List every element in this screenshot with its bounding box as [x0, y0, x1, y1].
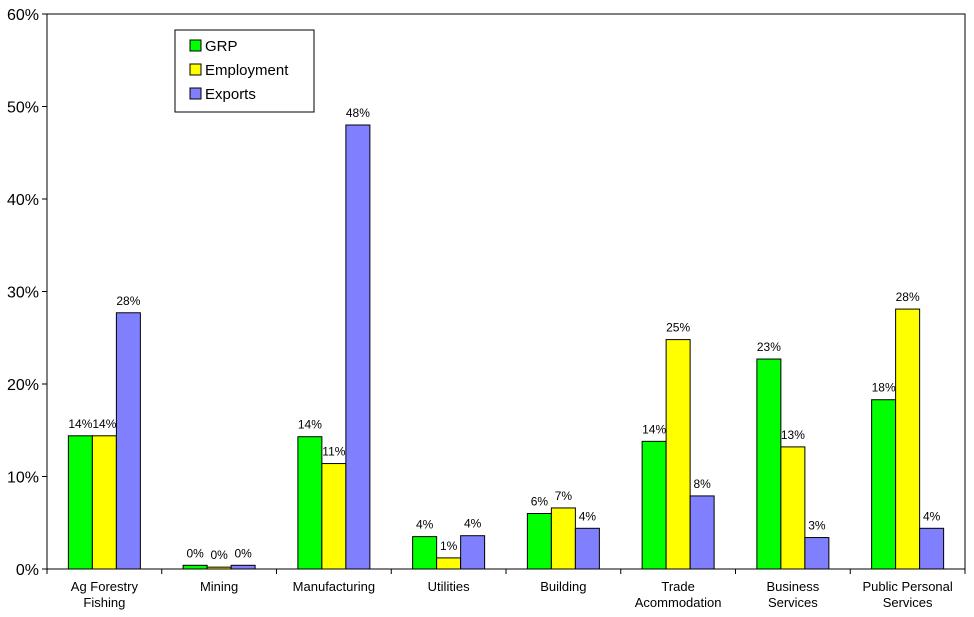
bar-employment [436, 557, 462, 570]
data-label: 7% [555, 489, 573, 503]
data-label: 14% [642, 422, 666, 436]
y-tick-label: 50% [7, 100, 39, 117]
data-label: 0% [210, 548, 228, 562]
data-label: 0% [234, 546, 252, 560]
data-label: 14% [68, 417, 92, 431]
x-tick-label: Manufacturing [293, 579, 375, 594]
chart-bars [67, 124, 945, 570]
data-label: 28% [896, 290, 920, 304]
data-label: 4% [923, 509, 941, 523]
bar-employment [665, 339, 691, 570]
bar-employment [780, 446, 806, 570]
bar-grp [67, 435, 93, 570]
x-tick-label: Public Personal Services [862, 579, 952, 610]
data-label: 0% [186, 546, 204, 560]
bar-grp [412, 536, 438, 570]
data-label: 13% [781, 428, 805, 442]
bar-exports [345, 124, 371, 570]
data-label: 3% [808, 519, 826, 533]
data-label: 6% [531, 495, 549, 509]
data-label: 14% [92, 417, 116, 431]
y-tick-label: 30% [7, 285, 39, 302]
data-label: 23% [757, 340, 781, 354]
bar-exports [115, 312, 141, 570]
data-label: 18% [872, 381, 896, 395]
y-tick-label: 0% [16, 562, 39, 579]
data-label: 8% [693, 477, 711, 491]
x-tick-label: Mining [200, 579, 238, 594]
legend-label-exports: Exports [205, 86, 256, 103]
data-label: 48% [346, 106, 370, 120]
legend-label-employment: Employment [205, 62, 289, 79]
bar-employment [895, 308, 921, 570]
data-label: 11% [322, 445, 345, 459]
bar-exports [804, 537, 830, 570]
y-tick-label: 20% [7, 377, 39, 394]
bar-employment [321, 463, 347, 570]
data-label: 25% [666, 321, 690, 335]
bar-exports [689, 495, 715, 570]
bar-exports [230, 564, 256, 570]
x-tick-label: Building [540, 579, 586, 594]
data-label: 14% [298, 418, 322, 432]
legend-swatch-exports [189, 87, 202, 100]
bar-grp [526, 513, 552, 570]
bar-employment [91, 435, 117, 570]
y-tick-label: 40% [7, 192, 39, 209]
x-tick-label: Ag Forestry Fishing [71, 579, 139, 610]
y-tick-label: 10% [7, 470, 39, 487]
bar-employment [550, 507, 576, 570]
data-label: 28% [116, 294, 140, 308]
bar-grp [182, 564, 208, 570]
legend-swatch-employment [189, 63, 202, 76]
bar-exports [574, 527, 600, 570]
bar-grp [871, 399, 897, 570]
data-label: 1% [440, 539, 458, 553]
data-label: 4% [416, 518, 434, 532]
bar-exports [460, 535, 486, 570]
chart-legend: GRP Employment Exports [174, 29, 315, 113]
bar-grp [297, 436, 323, 570]
legend-swatch-grp [189, 39, 202, 52]
x-tick-label: Utilities [428, 579, 470, 594]
bar-employment [206, 566, 232, 570]
bar-grp [641, 440, 667, 570]
x-tick-label: Business Services [767, 579, 820, 610]
data-label: 4% [579, 509, 597, 523]
x-tick-label: Trade Acommodation [635, 579, 722, 610]
legend-label-grp: GRP [205, 38, 238, 55]
chart-axes: 0% 10% 20% 30% 40% 50% 60% Ag Forestry Fishing Mi… [7, 7, 966, 610]
bar-grp [756, 358, 782, 570]
data-label: 4% [464, 517, 482, 531]
y-tick-label: 60% [7, 7, 39, 24]
bar-exports [919, 527, 945, 570]
chart-data-labels: 14% 14%28%0% 0% 0%14%11%48%4%1%4%6% 7%4%14%2… [68, 106, 940, 562]
